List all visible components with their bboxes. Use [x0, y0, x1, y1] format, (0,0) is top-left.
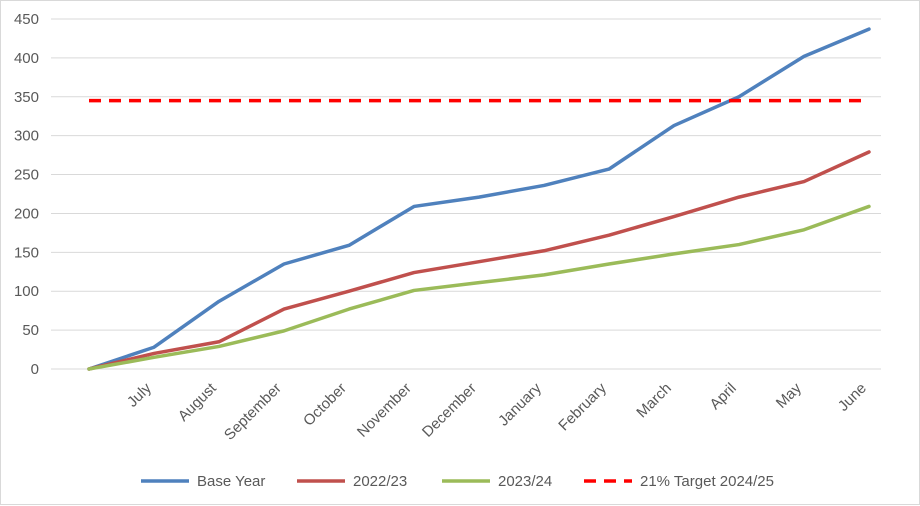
x-tick-label: October: [300, 380, 350, 430]
x-tick-label: August: [175, 379, 221, 425]
series-lines: [87, 27, 871, 371]
x-tick-label: January: [495, 379, 545, 429]
y-tick-label: 0: [31, 361, 39, 378]
legend-item: 2023/24: [442, 473, 552, 490]
x-tick-label: July: [124, 379, 155, 410]
x-tick-label: February: [555, 379, 610, 434]
y-tick-label: 450: [14, 11, 39, 28]
legend-label: 2022/23: [353, 473, 407, 490]
x-axis-ticks: July August September October November Decemb…: [124, 379, 870, 443]
y-tick-label: 400: [14, 50, 39, 67]
y-tick-label: 200: [14, 205, 39, 222]
legend-item: 2022/23: [297, 473, 407, 490]
y-tick-label: 50: [22, 322, 39, 339]
y-tick-label: 350: [14, 89, 39, 106]
legend-item: Base Year: [141, 473, 265, 490]
y-tick-label: 250: [14, 167, 39, 184]
y-tick-label: 300: [14, 128, 39, 145]
series-line-1: [87, 150, 871, 371]
x-tick-label: April: [707, 380, 740, 413]
legend-label: 2023/24: [498, 473, 552, 490]
gridlines: [51, 18, 881, 370]
series-line-2: [87, 204, 871, 371]
legend-item: 21% Target 2024/25: [584, 473, 774, 490]
legend: Base Year 2022/23 2023/24 21% Target 2024/2…: [141, 473, 774, 490]
x-tick-label: December: [419, 380, 480, 441]
y-tick-label: 150: [14, 244, 39, 261]
series-line-0: [87, 27, 871, 371]
legend-label: 21% Target 2024/25: [640, 473, 774, 490]
legend-label: Base Year: [197, 473, 265, 490]
x-tick-label: September: [221, 380, 285, 444]
x-tick-label: June: [835, 380, 870, 415]
y-axis-ticks: 0 50 100 150 200 250 300 350 400 450: [14, 11, 39, 378]
y-tick-label: 100: [14, 283, 39, 300]
x-tick-label: March: [633, 380, 674, 421]
x-tick-label: November: [354, 380, 415, 441]
x-tick-label: May: [773, 379, 805, 411]
